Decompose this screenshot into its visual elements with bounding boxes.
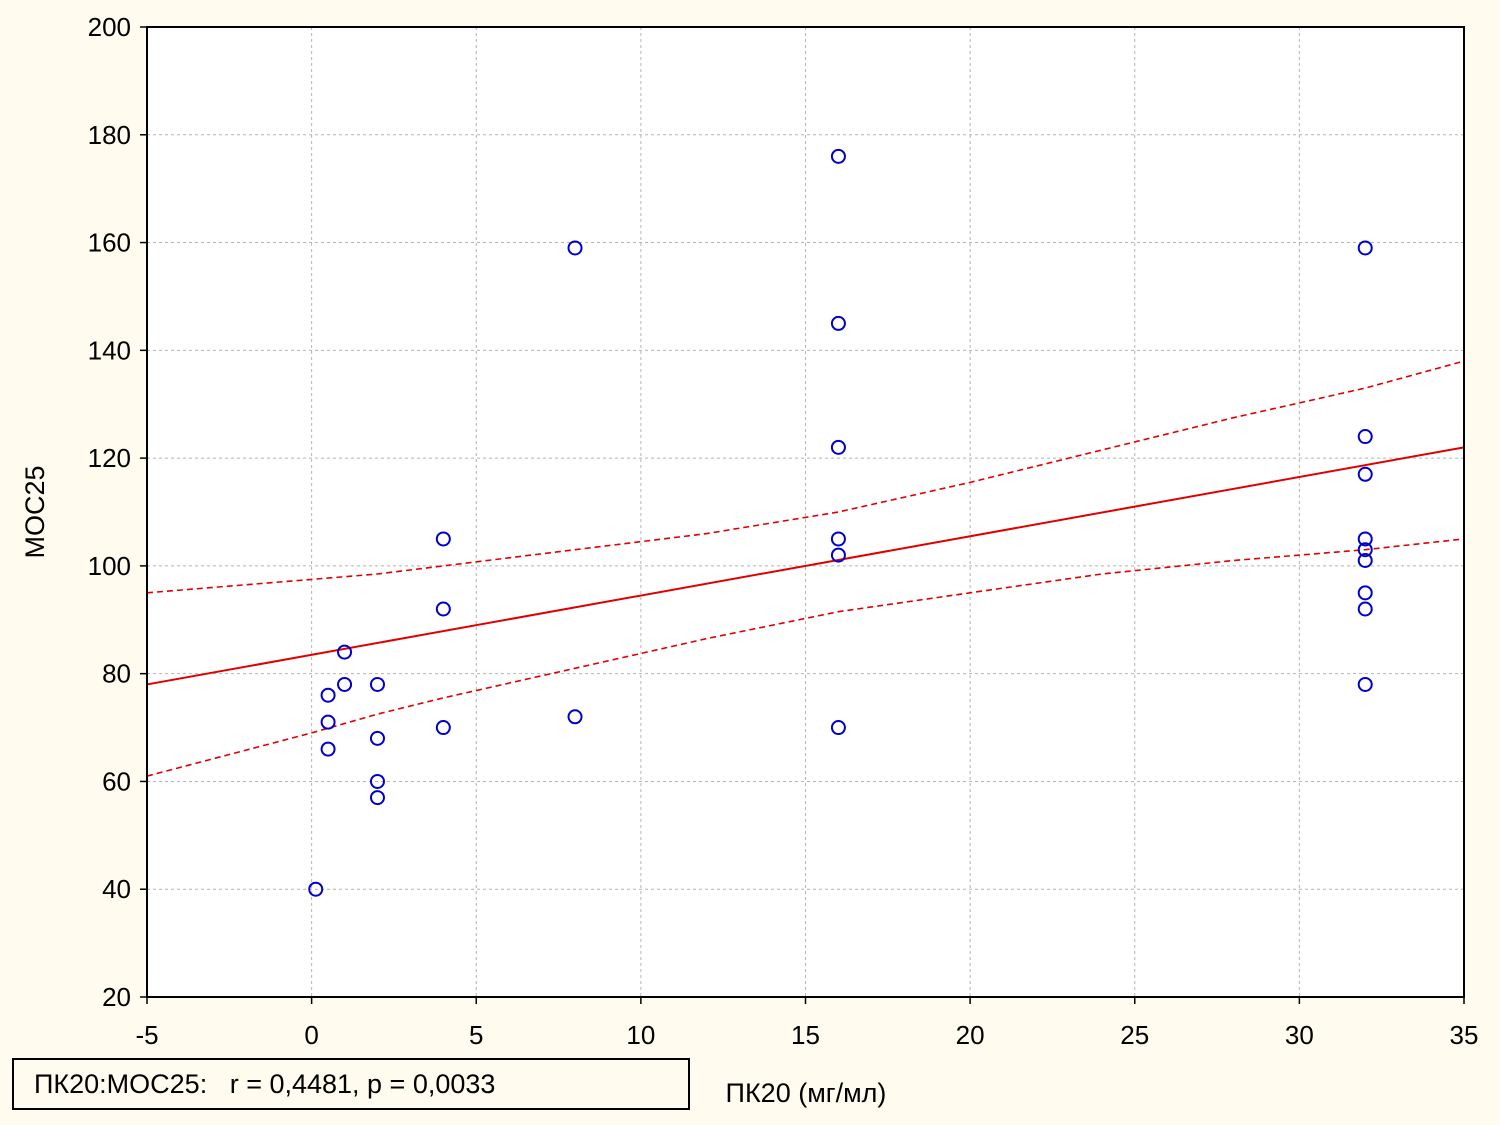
data-point bbox=[369, 773, 385, 789]
regression-line bbox=[146, 446, 1465, 686]
confidence-band-upper bbox=[146, 360, 1465, 594]
y-tick-label: 140 bbox=[88, 335, 131, 365]
data-point bbox=[320, 714, 336, 730]
x-tick-label: 5 bbox=[469, 1020, 483, 1050]
data-point bbox=[369, 676, 385, 692]
y-tick-label: 160 bbox=[88, 228, 131, 258]
y-tick-label: 60 bbox=[102, 766, 131, 796]
data-point bbox=[369, 790, 385, 806]
data-point bbox=[830, 315, 846, 331]
data-point bbox=[369, 730, 385, 746]
y-axis-title: МОС25 bbox=[20, 465, 50, 558]
x-tick-label: 20 bbox=[956, 1020, 985, 1050]
y-tick-label: 200 bbox=[88, 12, 131, 42]
data-point bbox=[435, 601, 451, 617]
x-tick-label: 35 bbox=[1450, 1020, 1479, 1050]
data-point bbox=[1357, 553, 1373, 568]
data-point bbox=[830, 720, 846, 736]
data-point bbox=[435, 720, 451, 736]
data-point bbox=[830, 439, 846, 455]
y-tick-label: 180 bbox=[88, 120, 131, 150]
y-tick-label: 100 bbox=[88, 551, 131, 581]
data-point bbox=[830, 547, 846, 563]
data-point bbox=[320, 687, 336, 703]
plot-frame bbox=[146, 26, 1465, 998]
data-points bbox=[308, 148, 1373, 897]
data-point bbox=[1357, 466, 1373, 482]
plot-area bbox=[147, 27, 1464, 997]
data-point bbox=[1357, 531, 1373, 547]
data-point bbox=[337, 644, 353, 660]
y-tick-label: 40 bbox=[102, 874, 131, 904]
y-tick-label: 20 bbox=[102, 982, 131, 1012]
data-point bbox=[308, 881, 324, 897]
y-tick-label: 120 bbox=[88, 443, 131, 473]
x-tick-label: 25 bbox=[1120, 1020, 1149, 1050]
data-point bbox=[1357, 585, 1373, 601]
data-point bbox=[435, 531, 451, 547]
data-point bbox=[1357, 429, 1373, 445]
x-tick-label: -5 bbox=[135, 1020, 158, 1050]
data-point bbox=[1357, 240, 1373, 256]
axes: -5 0 5 10 15 20 25 30 35 20 40 60 80 100 120 140 160 180 2… bbox=[88, 12, 1479, 1050]
correlation-annotation: ПК20:МОС25: r = 0,4481, p = 0,0033 bbox=[12, 1058, 690, 1110]
data-point bbox=[830, 531, 846, 547]
y-tick-label: 80 bbox=[102, 659, 131, 689]
data-point bbox=[830, 148, 846, 164]
x-tick-label: 15 bbox=[791, 1020, 820, 1050]
data-point bbox=[1357, 601, 1373, 617]
x-tick-label: 10 bbox=[626, 1020, 655, 1050]
x-axis-title: ПК20 (мг/мл) bbox=[726, 1078, 887, 1108]
data-point bbox=[567, 709, 583, 725]
confidence-band-lower bbox=[146, 538, 1465, 777]
data-point bbox=[320, 741, 336, 757]
x-tick-label: 30 bbox=[1285, 1020, 1314, 1050]
data-point bbox=[567, 240, 583, 256]
data-point bbox=[1357, 676, 1373, 692]
data-point bbox=[337, 676, 353, 692]
regression-layer bbox=[146, 360, 1465, 777]
x-tick-label: 0 bbox=[304, 1020, 318, 1050]
data-point bbox=[1357, 542, 1373, 558]
